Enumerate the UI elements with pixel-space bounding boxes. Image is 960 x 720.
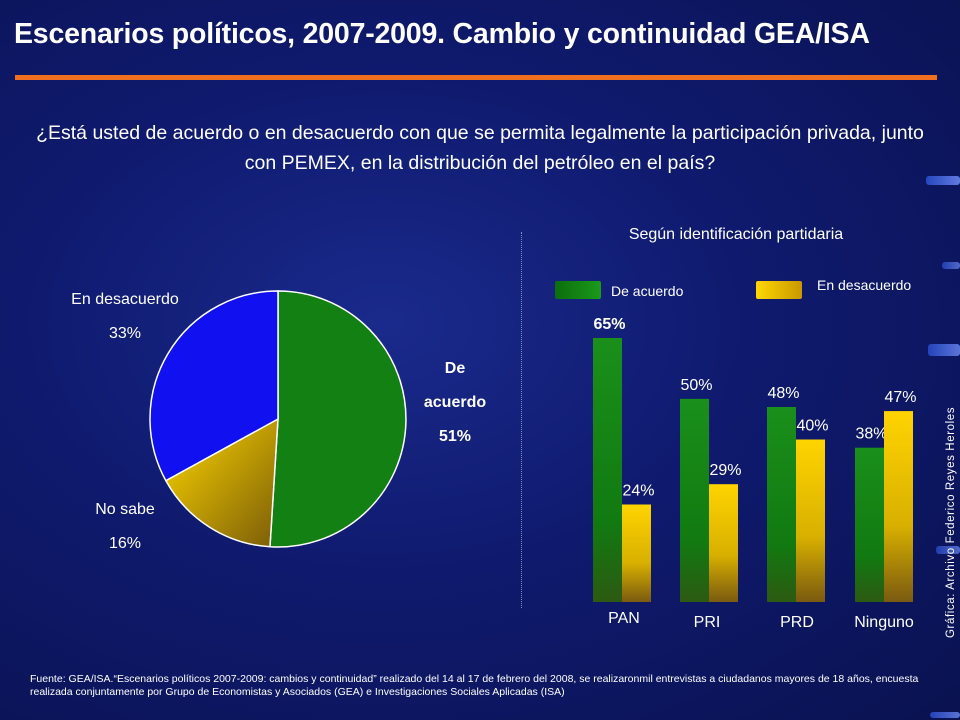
legend-swatch-en-desacuerdo (756, 281, 802, 299)
pie-label-no-sabe: No sabe 16% (70, 493, 180, 561)
bar-value-label: 50% (680, 377, 712, 394)
source-footnote: Fuente: GEA/ISA.“Escenarios políticos 20… (30, 673, 919, 698)
category-label-prd: PRD (780, 614, 814, 631)
bar-value-label: 40% (796, 418, 828, 435)
bar-pan-en-desacuerdo (622, 504, 651, 602)
bar-prd-de-acuerdo (767, 407, 796, 602)
bar-value-label: 24% (622, 483, 654, 500)
pie-label-de-acuerdo-line1: De (444, 360, 466, 377)
edge-streak-decoration (926, 176, 960, 185)
pie-chart (149, 290, 407, 548)
legend-label-de-acuerdo: De acuerdo (611, 283, 684, 299)
bar-value-label: 29% (709, 462, 741, 479)
bar-pri-de-acuerdo (680, 398, 709, 602)
pie-label-en-desacuerdo-name: En desacuerdo (71, 291, 179, 308)
bar-chart-title: Según identificación partidaria (628, 226, 844, 243)
bar-value-label: 47% (884, 389, 916, 406)
category-label-pan: PAN (608, 610, 640, 627)
bar-prd-en-desacuerdo (796, 439, 825, 602)
pie-label-en-desacuerdo: En desacuerdo 33% (45, 283, 205, 351)
survey-question: ¿Está usted de acuerdo o en desacuerdo c… (36, 122, 924, 174)
panel-divider (521, 232, 522, 608)
bar-chart-legend (555, 281, 802, 299)
legend-label-en-desacuerdo: En desacuerdo (817, 277, 912, 293)
pie-label-no-sabe-name: No sabe (95, 501, 155, 518)
category-label-ninguno: Ninguno (854, 614, 914, 631)
pie-slice-de-acuerdo (269, 290, 407, 548)
pie-slice-en-desacuerdo (149, 290, 279, 482)
bar-value-label: 65% (593, 316, 625, 333)
pie-label-en-desacuerdo-value: 33% (108, 325, 142, 342)
pie-label-de-acuerdo-value: 51% (438, 428, 472, 445)
chart-credit: Gráfica: Archivo Federico Reyes Heroles (945, 406, 957, 638)
legend-swatch-de-acuerdo (555, 281, 601, 299)
bar-ninguno-en-desacuerdo (884, 411, 913, 602)
bar-pan-de-acuerdo (593, 338, 622, 602)
bar-chart: 65% 24% PAN 50% 29% PRI 48% 40% PRD 38% 47% Ninguno (593, 316, 917, 631)
edge-streak-decoration (942, 262, 960, 269)
pie-label-no-sabe-value: 16% (108, 535, 142, 552)
edge-streak-decoration (928, 344, 960, 356)
bar-value-label: 48% (767, 385, 799, 402)
category-label-pri: PRI (694, 614, 721, 631)
bar-ninguno-de-acuerdo (855, 447, 884, 602)
bar-value-label: 38% (855, 426, 887, 443)
page-title: Escenarios políticos, 2007-2009. Cambio … (14, 18, 870, 50)
pie-label-de-acuerdo-line2: acuerdo (423, 394, 487, 411)
pie-label-de-acuerdo: De acuerdo 51% (400, 352, 510, 454)
edge-streak-decoration (930, 712, 960, 718)
edge-streak-decoration (936, 546, 960, 554)
pie-slice-no-sabe (164, 417, 279, 548)
bar-pri-en-desacuerdo (709, 484, 738, 602)
title-underline (15, 75, 937, 80)
